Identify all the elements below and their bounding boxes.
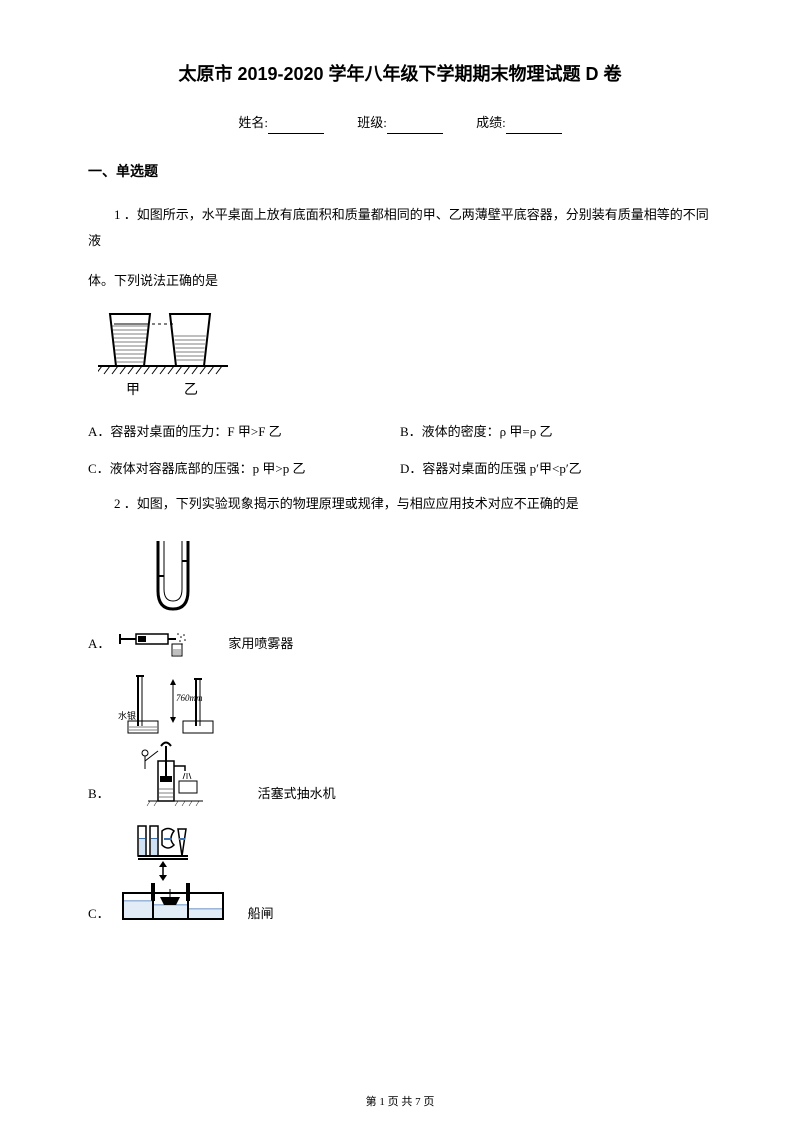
q2-option-c: C． xyxy=(88,821,712,931)
q1-options-row1: A．容器对桌面的压力：F 甲>F 乙 B．液体的密度：ρ 甲=ρ 乙 xyxy=(88,418,712,447)
page-title: 太原市 2019-2020 学年八年级下学期期末物理试题 D 卷 xyxy=(88,60,712,89)
page-footer: 第 1 页 共 7 页 xyxy=(0,1094,800,1112)
q2-c-figure xyxy=(118,821,228,931)
q2-option-a: A． xyxy=(88,531,712,661)
q1-figure: 甲 乙 xyxy=(98,304,712,404)
q1-options-row2: C．液体对容器底部的压强：p 甲>p 乙 D．容器对桌面的压强 p′甲<p′乙 xyxy=(88,455,712,484)
svg-text:水银: 水银 xyxy=(118,710,136,721)
q1-number: 1 ． xyxy=(114,207,137,222)
question-2: 2 ．如图，下列实验现象揭示的物理原理或规律，与相应应用技术对应不正确的是 xyxy=(88,491,712,517)
svg-text:甲: 甲 xyxy=(126,383,140,398)
q1-option-a: A．容器对桌面的压力：F 甲>F 乙 xyxy=(88,418,400,447)
name-label: 姓名: xyxy=(238,115,268,130)
class-blank[interactable] xyxy=(387,120,443,134)
q2-b-label: 活塞式抽水机 xyxy=(258,784,336,811)
q2-c-label: 船闸 xyxy=(248,904,274,931)
q2-b-letter: B． xyxy=(88,784,110,811)
svg-text:乙: 乙 xyxy=(184,382,198,398)
q1-option-b: B．液体的密度：ρ 甲=ρ 乙 xyxy=(400,418,712,447)
q2-number: 2 ． xyxy=(114,496,137,511)
q2-b-figure: 水银 760mm xyxy=(118,671,238,811)
score-blank[interactable] xyxy=(506,120,562,134)
q2-c-letter: C． xyxy=(88,904,110,931)
student-info-row: 姓名: 班级: 成绩: xyxy=(88,113,712,134)
q2-a-figure xyxy=(118,531,208,661)
score-label: 成绩: xyxy=(476,115,506,130)
q1-text-line1: 如图所示，水平桌面上放有底面积和质量都相同的甲、乙两薄壁平底容器，分别装有质量相… xyxy=(88,207,709,248)
q1-text-line2: 体。下列说法正确的是 xyxy=(88,268,712,294)
q2-a-label: 家用喷雾器 xyxy=(228,634,293,661)
svg-text:760mm: 760mm xyxy=(176,693,203,703)
q2-a-letter: A． xyxy=(88,634,110,661)
q1-option-c: C．液体对容器底部的压强：p 甲>p 乙 xyxy=(88,455,400,484)
question-1: 1 ．如图所示，水平桌面上放有底面积和质量都相同的甲、乙两薄壁平底容器，分别装有… xyxy=(88,202,712,254)
name-blank[interactable] xyxy=(268,120,324,134)
q2-option-b: B． 水银 760mm xyxy=(88,671,712,811)
section-1-header: 一、单选题 xyxy=(88,162,712,184)
q2-text: 如图，下列实验现象揭示的物理原理或规律，与相应应用技术对应不正确的是 xyxy=(137,496,579,511)
class-label: 班级: xyxy=(357,115,387,130)
q1-option-d: D．容器对桌面的压强 p′甲<p′乙 xyxy=(400,455,712,484)
